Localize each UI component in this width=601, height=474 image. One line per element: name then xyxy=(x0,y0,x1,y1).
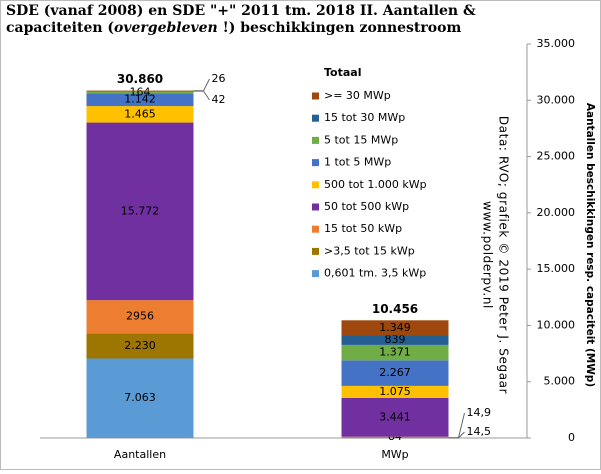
value-label: 1.465 xyxy=(124,107,156,120)
chart-title: capaciteiten (overgebleven !) beschikkin… xyxy=(6,20,461,36)
legend-swatch xyxy=(312,270,319,278)
bar-segment xyxy=(341,360,449,386)
y-tick-label: 10.000 xyxy=(537,318,576,331)
bar-segment xyxy=(86,90,194,92)
annotation: Data: RVO; grafiek © 2019 Peter J. Segaa… xyxy=(497,116,511,394)
label-leader xyxy=(193,78,210,92)
value-label: 15.772 xyxy=(121,204,160,217)
value-label: 3.441 xyxy=(379,410,411,423)
value-label: 26 xyxy=(212,72,226,85)
y-tick-label: 15.000 xyxy=(537,262,576,275)
bar-segment xyxy=(86,333,194,359)
y-tick-label: 25.000 xyxy=(537,150,576,163)
value-label: 42 xyxy=(212,93,226,106)
legend-swatch xyxy=(312,136,319,144)
bar-segment xyxy=(341,385,449,398)
value-label: 7.063 xyxy=(124,391,156,404)
legend-swatch xyxy=(312,247,319,255)
bar-segment xyxy=(86,91,194,94)
y-tick-label: 20.000 xyxy=(537,206,576,219)
y-tick-label: 5.000 xyxy=(544,375,576,388)
y-tick-label: 30.000 xyxy=(537,93,576,106)
chart-title: SDE (vanaf 2008) en SDE "+" 2011 tm. 201… xyxy=(6,3,476,19)
bar-segment xyxy=(86,122,194,301)
legend-label: 1 tot 5 MWp xyxy=(324,156,391,169)
bar-segment xyxy=(86,93,194,107)
y-tick-label: 0 xyxy=(568,431,575,444)
legend-title: Totaal xyxy=(324,66,361,79)
total-label: 30.860 xyxy=(117,72,163,86)
legend-label: 15 tot 30 MWp xyxy=(324,111,405,124)
legend-label: 500 tot 1.000 kWp xyxy=(324,178,427,191)
y-tick-label: 35.000 xyxy=(537,37,576,50)
value-label: 839 xyxy=(385,333,406,346)
value-label: 2.267 xyxy=(379,366,411,379)
bar-segment xyxy=(86,90,194,92)
x-tick-label: MWp xyxy=(381,448,408,461)
value-label: 1.371 xyxy=(379,346,411,359)
legend-swatch xyxy=(312,92,319,100)
title-segment: capaciteiten ( xyxy=(6,20,114,36)
legend-swatch xyxy=(312,225,319,233)
annotation: www.polderpv.nl xyxy=(481,201,495,309)
legend-label: 5 tot 15 MWp xyxy=(324,133,398,146)
legend-label: >3,5 tot 15 kWp xyxy=(324,244,415,257)
legend-swatch xyxy=(312,181,319,189)
title-segment: SDE (vanaf 2008) en SDE "+" 2011 tm. 201… xyxy=(6,3,476,19)
legend-label: 50 tot 500 kWp xyxy=(324,200,409,213)
value-label: 14,9 xyxy=(467,406,492,419)
value-label: 14,5 xyxy=(467,425,492,438)
bar-segment xyxy=(86,358,194,438)
bar-segment xyxy=(341,436,449,438)
legend-label: >= 30 MWp xyxy=(324,89,391,102)
value-label: 164 xyxy=(130,85,151,98)
value-label: 1.142 xyxy=(124,93,156,106)
bar-segment xyxy=(341,335,449,345)
label-leader xyxy=(448,412,465,439)
bar-segment xyxy=(86,300,194,334)
legend-swatch xyxy=(312,159,319,167)
bar-segment xyxy=(341,320,449,336)
total-label: 10.456 xyxy=(372,302,418,316)
legend-swatch xyxy=(312,114,319,122)
y-axis-label: Aantallen beschikkingen resp. capaciteit… xyxy=(584,103,596,387)
legend-label: 0,601 tm. 3,5 kWp xyxy=(324,267,426,280)
legend-label: 15 tot 50 kWp xyxy=(324,222,402,235)
bar-segment xyxy=(341,397,449,437)
title-segment: overgebleven xyxy=(114,20,218,36)
value-label: 2956 xyxy=(126,310,154,323)
title-segment: !) beschikkingen zonnestroom xyxy=(218,20,462,36)
value-label: 1.075 xyxy=(379,385,411,398)
x-tick-label: Aantallen xyxy=(114,448,166,461)
value-label: 2.230 xyxy=(124,339,156,352)
value-label: 1.349 xyxy=(379,321,411,334)
bar-segment xyxy=(341,437,449,439)
bar-segment xyxy=(341,344,449,361)
bar-segment xyxy=(86,106,194,123)
legend-swatch xyxy=(312,203,319,211)
